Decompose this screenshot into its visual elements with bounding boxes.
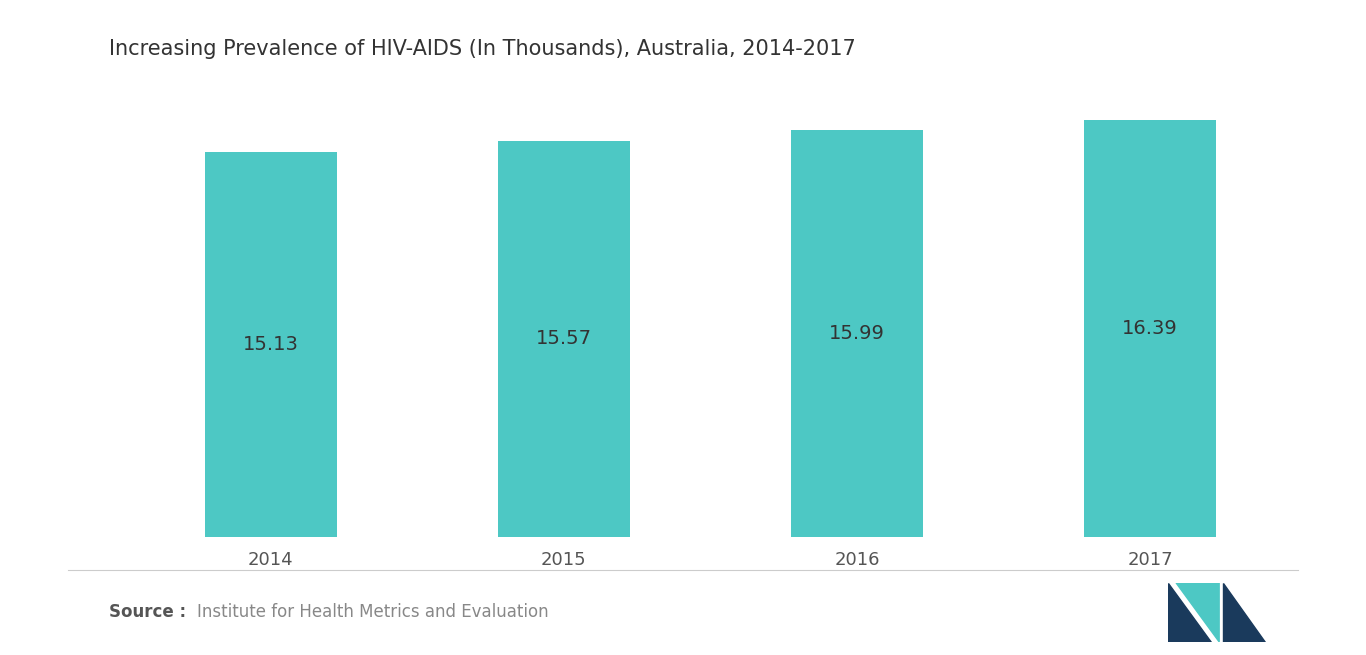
Text: 16.39: 16.39 (1123, 319, 1177, 338)
Text: 15.13: 15.13 (243, 335, 299, 354)
Text: Source :: Source : (109, 603, 186, 622)
Bar (791, 130, 923, 537)
Polygon shape (1168, 583, 1212, 642)
Text: Institute for Health Metrics and Evaluation: Institute for Health Metrics and Evaluat… (197, 603, 548, 622)
Bar (497, 141, 630, 537)
Text: 15.99: 15.99 (829, 324, 885, 343)
Text: 15.57: 15.57 (535, 329, 591, 348)
Bar (205, 152, 336, 537)
Text: Increasing Prevalence of HIV-AIDS (In Thousands), Australia, 2014-2017: Increasing Prevalence of HIV-AIDS (In Th… (109, 39, 856, 59)
Polygon shape (1224, 583, 1265, 642)
Bar (1085, 120, 1216, 537)
Polygon shape (1176, 583, 1218, 642)
